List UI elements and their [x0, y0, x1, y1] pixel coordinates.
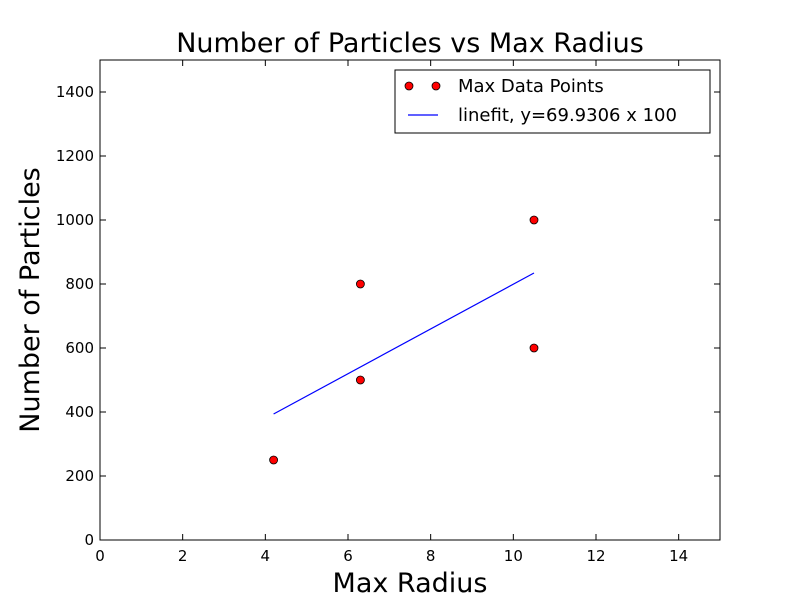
y-axis-label: Number of Particles: [15, 167, 46, 432]
x-tick-label: 2: [178, 547, 188, 565]
legend-box: [394, 69, 711, 134]
x-tick-label: 8: [426, 547, 436, 565]
fit-line: [273, 272, 535, 415]
data-point: [269, 455, 279, 465]
x-tick-label: 10: [504, 547, 523, 565]
y-tick-label: 400: [65, 403, 94, 421]
chart-title: Number of Particles vs Max Radius: [176, 28, 644, 59]
y-axis: 0 200 400 600 800 1000 1200 1400: [56, 83, 720, 549]
y-tick-label: 800: [65, 275, 94, 293]
y-tick-label: 1200: [56, 147, 94, 165]
y-tick-label: 0: [84, 531, 94, 549]
legend-marker-1: [404, 81, 414, 91]
y-tick-label: 600: [65, 339, 94, 357]
x-tick-label: 4: [261, 547, 271, 565]
legend-marker-2: [431, 81, 441, 91]
legend-label-points: Max Data Points: [458, 76, 604, 97]
y-tick-label: 200: [65, 467, 94, 485]
x-tick-label: 14: [669, 547, 688, 565]
x-tick-label: 6: [343, 547, 353, 565]
x-tick-label: 12: [586, 547, 605, 565]
series-layer: [269, 215, 539, 465]
legend: Max Data Points linefit, y=69.9306 x 100: [394, 69, 711, 134]
x-axis: 0 2 4 6 8 10 12 14: [95, 60, 688, 565]
y-tick-label: 1000: [56, 211, 94, 229]
x-axis-label: Max Radius: [333, 568, 488, 599]
data-point: [355, 279, 365, 289]
x-tick-label: 0: [95, 547, 105, 565]
data-point: [355, 375, 365, 385]
data-point: [529, 343, 539, 353]
plot-area: [99, 59, 721, 541]
data-point: [529, 215, 539, 225]
y-tick-label: 1400: [56, 83, 94, 101]
legend-label-linefit: linefit, y=69.9306 x 100: [458, 105, 677, 126]
